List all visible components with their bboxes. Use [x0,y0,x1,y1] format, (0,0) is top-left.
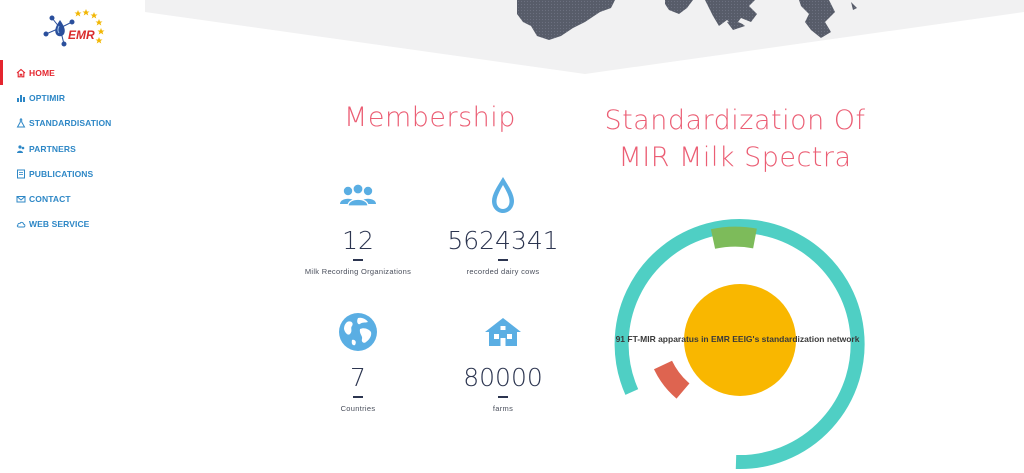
cloud-icon [16,219,26,229]
nav-item-optimir[interactable]: OPTIMIR [0,85,145,110]
nav-label-publications: PUBLICATIONS [29,168,94,179]
divider [353,396,363,398]
nav-item-home[interactable]: HOME [0,60,145,86]
ring-red-segment [653,360,690,399]
stat-organizations: 12 Milk Recording Organizations [283,174,433,276]
standardization-donut [605,215,867,473]
divider [353,259,363,261]
europe-map-banner [145,0,1024,78]
membership-title: Membership [344,102,516,133]
envelope-icon [16,194,26,204]
stat-cows: 5624341 recorded dairy cows [428,174,578,276]
users-icon [283,174,433,216]
stat-farms: 80000 farms [428,311,578,413]
main-nav: HOME OPTIMIR STANDARDISATION PARTNERS PU… [0,60,145,237]
nav-item-publications[interactable]: PUBLICATIONS [0,161,145,186]
center-circle [684,284,796,396]
globe-icon [283,311,433,353]
house-icon [428,311,578,353]
nav-item-standardisation[interactable]: STANDARDISATION [0,111,145,136]
nav-label-partners: PARTNERS [29,143,76,154]
nav-label-optimir: OPTIMIR [29,92,66,103]
stat-label: Countries [340,404,376,413]
stat-label: farms [492,404,514,413]
stat-label: Milk Recording Organizations [304,267,412,276]
flask-icon [16,118,26,128]
chart-icon [16,93,26,103]
ring-teal-segment [614,219,865,470]
home-icon [16,68,26,78]
people-icon [16,144,26,154]
book-icon [16,169,26,179]
nav-label-web-service: WEB SERVICE [29,219,90,230]
ring-green-segment [710,226,757,249]
divider [498,396,508,398]
sidebar: EMR HOME OPTIMIR STANDARDISATION PART [0,0,145,473]
nav-item-contact[interactable]: CONTACT [0,186,145,211]
stat-countries: 7 Countries [283,311,433,413]
donut-caption: 91 FT-MIR apparatus in EMR EEIG's standa… [615,334,860,344]
nav-label-contact: CONTACT [29,194,71,205]
stat-value: 5624341 [447,226,559,255]
drop-icon [428,174,578,216]
stat-value: 7 [350,363,366,392]
nav-label-home: HOME [29,67,55,78]
divider [498,259,508,261]
logo-text: EMR [68,28,95,42]
nav-item-partners[interactable]: PARTNERS [0,136,145,161]
standardization-title-line1: Standardization Of [604,105,866,136]
standardization-title-line2: MIR Milk Spectra [618,142,852,173]
stat-label: recorded dairy cows [466,267,540,276]
nav-label-standardisation: STANDARDISATION [29,118,112,129]
stat-value: 12 [342,226,374,255]
standardization-title: Standardization Of MIR Milk Spectra [590,102,880,176]
emr-logo[interactable]: EMR [38,6,108,50]
stat-value: 80000 [463,363,543,392]
nav-item-web-service[interactable]: WEB SERVICE [0,212,145,237]
